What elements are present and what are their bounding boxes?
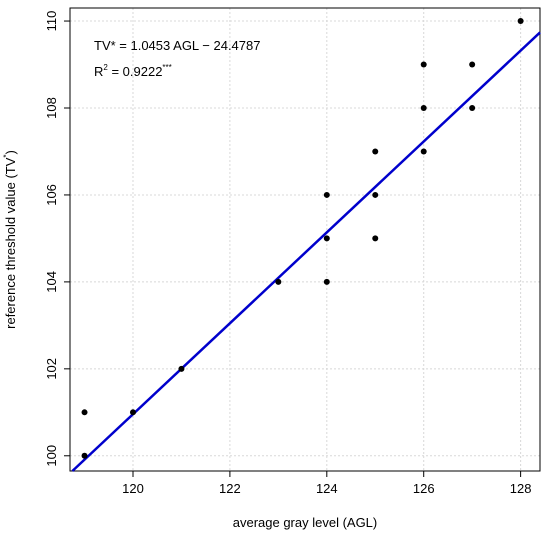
data-point bbox=[372, 148, 379, 155]
equation-annotation: TV* = 1.0453 AGL − 24.4787 bbox=[94, 38, 260, 53]
y-tick-label: 104 bbox=[44, 271, 59, 293]
data-point bbox=[517, 18, 524, 25]
data-point bbox=[323, 191, 330, 198]
data-point bbox=[469, 104, 476, 111]
regression-line bbox=[71, 31, 541, 472]
data-point bbox=[323, 235, 330, 242]
data-point bbox=[275, 278, 282, 285]
y-tick-label: 108 bbox=[44, 97, 59, 119]
y-tick-label: 100 bbox=[44, 445, 59, 467]
data-point bbox=[323, 278, 330, 285]
data-point bbox=[372, 191, 379, 198]
y-tick-label: 110 bbox=[44, 11, 59, 32]
x-tick-label: 124 bbox=[316, 481, 338, 496]
data-point bbox=[129, 409, 136, 416]
data-point bbox=[372, 235, 379, 242]
y-tick-label: 106 bbox=[44, 184, 59, 206]
data-point bbox=[81, 452, 88, 459]
y-axis-title: reference threshold value (TV*) bbox=[2, 150, 18, 329]
data-point bbox=[420, 61, 427, 68]
x-tick-label: 126 bbox=[413, 481, 435, 496]
plot-frame bbox=[69, 7, 541, 472]
y-tick-label: 102 bbox=[44, 358, 59, 380]
data-point bbox=[178, 365, 185, 372]
r-squared-annotation: R2 = 0.9222*** bbox=[94, 63, 172, 79]
grid bbox=[70, 8, 540, 471]
data-point bbox=[469, 61, 476, 68]
x-tick-label: 128 bbox=[510, 481, 532, 496]
x-axis-title: average gray level (AGL) bbox=[233, 515, 378, 530]
data-points bbox=[81, 18, 524, 459]
data-point bbox=[420, 104, 427, 111]
axis-ticks: 120 122 124 126 128 100 102 104 106 108 110 bbox=[44, 11, 531, 496]
data-point bbox=[420, 148, 427, 155]
x-tick-label: 120 bbox=[122, 481, 144, 496]
x-tick-label: 122 bbox=[219, 481, 241, 496]
data-point bbox=[81, 409, 88, 416]
